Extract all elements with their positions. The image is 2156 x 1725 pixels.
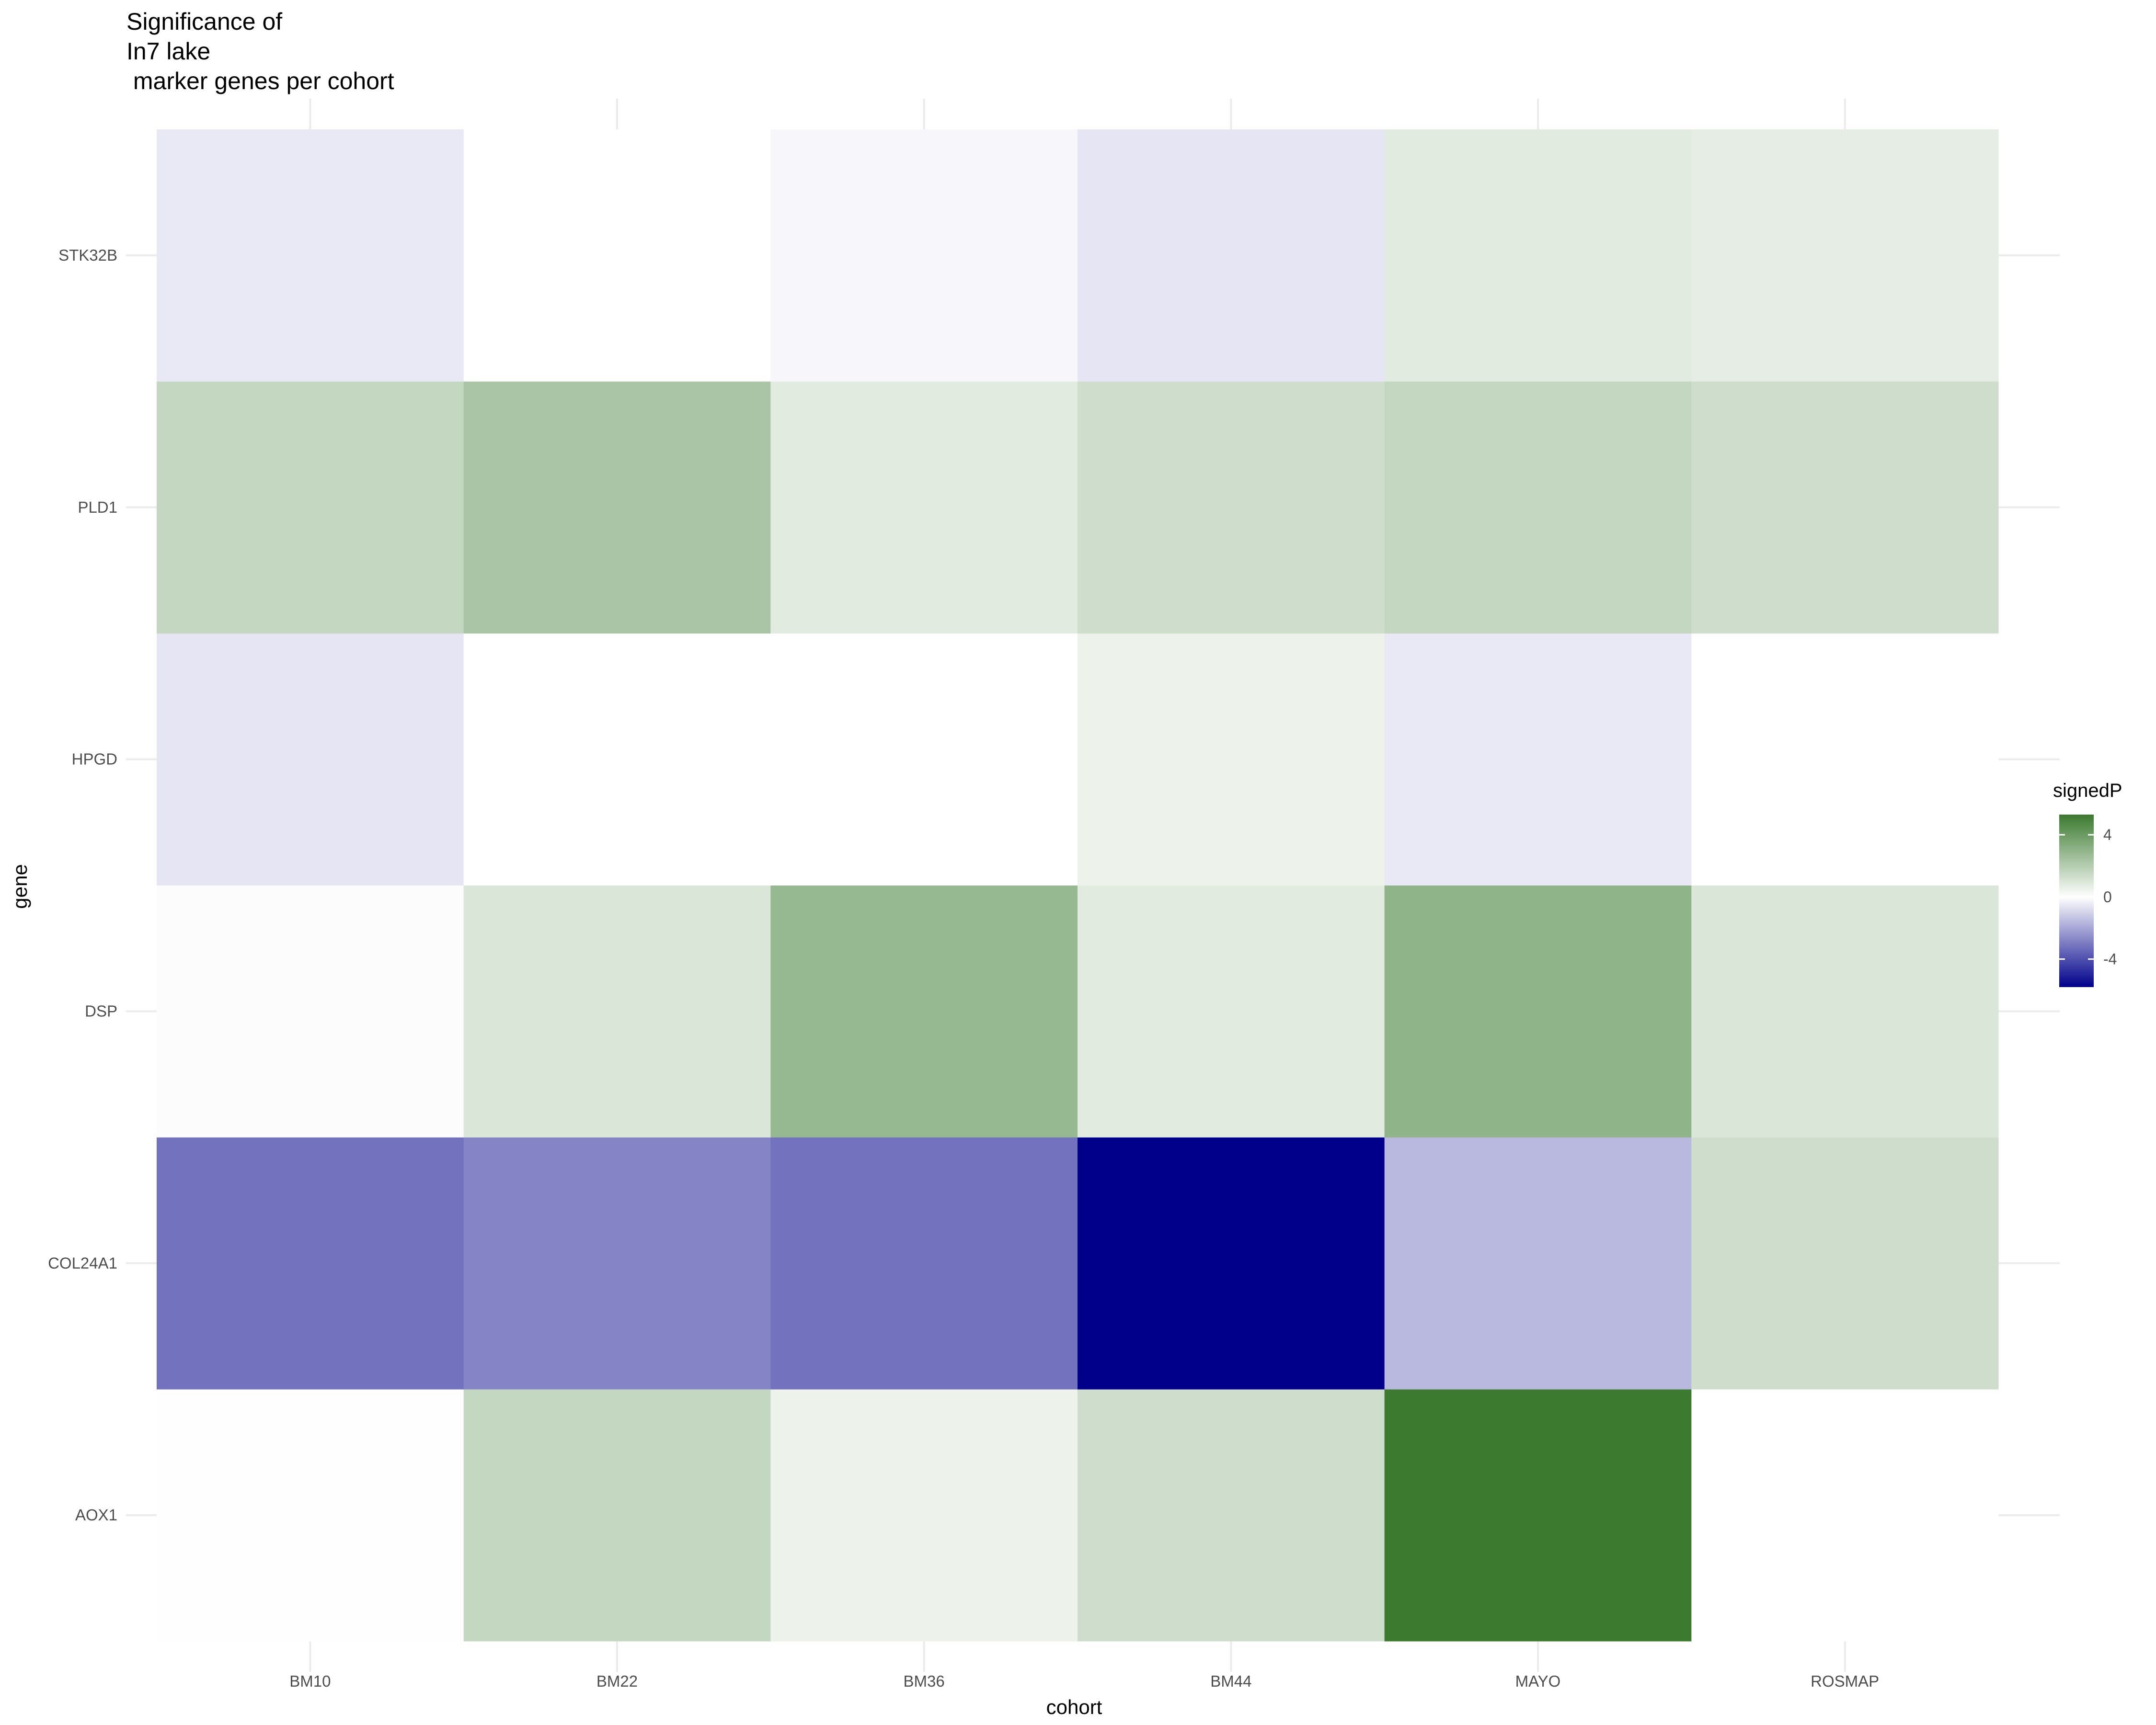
tile-DSP-MAYO [1384,885,1692,1138]
tile-PLD1-MAYO [1384,381,1692,634]
x-tick-label: BM10 [289,1672,331,1690]
legend-colorbar [2059,815,2094,987]
x-tick-label: MAYO [1515,1672,1561,1690]
heatmap-tiles [157,129,1999,1642]
color-legend: signedP 4 0 -4 [2053,780,2122,987]
tile-DSP-BM44 [1078,885,1385,1138]
chart-title: Significance of In7 lake marker genes pe… [126,8,394,94]
tile-COL24A1-MAYO [1384,1137,1692,1390]
tile-COL24A1-ROSMAP [1691,1137,1999,1390]
tile-COL24A1-BM36 [770,1137,1078,1390]
y-tick-label: STK32B [58,246,117,264]
legend-tick-label: -4 [2103,951,2117,968]
tile-PLD1-BM22 [463,381,771,634]
tile-STK32B-BM44 [1078,129,1385,382]
y-axis-tick-labels: AOX1 COL24A1 DSP HPGD PLD1 STK32B [48,246,117,1524]
y-tick-label: PLD1 [78,498,117,516]
tile-DSP-BM22 [463,885,771,1138]
x-tick-label: BM36 [904,1672,945,1690]
x-tick-label: BM44 [1210,1672,1251,1690]
tile-DSP-BM36 [770,885,1078,1138]
tile-COL24A1-BM10 [157,1137,464,1390]
tile-AOX1-BM44 [1078,1389,1385,1642]
tile-STK32B-BM22 [463,129,771,382]
legend-title: signedP [2053,780,2122,801]
tile-COL24A1-BM44 [1078,1137,1385,1390]
y-tick-label: HPGD [72,750,117,768]
tile-AOX1-BM10 [157,1389,464,1642]
tile-DSP-BM10 [157,885,464,1138]
tile-HPGD-MAYO [1384,633,1692,886]
x-axis-tick-labels: BM10 BM22 BM36 BM44 MAYO ROSMAP [289,1672,1879,1690]
tile-HPGD-ROSMAP [1691,633,1999,886]
legend-tick-label: 0 [2103,888,2112,906]
tile-PLD1-BM10 [157,381,464,634]
x-axis-title: cohort [1046,1696,1102,1718]
title-line-3: marker genes per cohort [126,68,394,94]
x-tick-label: ROSMAP [1811,1672,1879,1690]
tile-STK32B-BM36 [770,129,1078,382]
tile-DSP-ROSMAP [1691,885,1999,1138]
y-tick-label: COL24A1 [48,1254,117,1272]
legend-ticks: 4 0 -4 [2059,826,2117,968]
tile-PLD1-BM36 [770,381,1078,634]
tile-COL24A1-BM22 [463,1137,771,1390]
tile-STK32B-ROSMAP [1691,129,1999,382]
x-tick-label: BM22 [596,1672,638,1690]
tile-AOX1-BM22 [463,1389,771,1642]
legend-tick-label: 4 [2103,826,2112,843]
y-tick-label: DSP [85,1002,117,1020]
y-axis-title: gene [9,864,31,908]
y-tick-label: AOX1 [75,1506,117,1524]
tile-STK32B-MAYO [1384,129,1692,382]
title-line-2: In7 lake [126,38,210,65]
tile-HPGD-BM44 [1078,633,1385,886]
tile-HPGD-BM22 [463,633,771,886]
tile-HPGD-BM36 [770,633,1078,886]
tile-STK32B-BM10 [157,129,464,382]
title-line-1: Significance of [126,8,282,35]
tile-AOX1-BM36 [770,1389,1078,1642]
tile-AOX1-ROSMAP [1691,1389,1999,1642]
tile-HPGD-BM10 [157,633,464,886]
tile-AOX1-MAYO [1384,1389,1692,1642]
tile-PLD1-ROSMAP [1691,381,1999,634]
tile-PLD1-BM44 [1078,381,1385,634]
